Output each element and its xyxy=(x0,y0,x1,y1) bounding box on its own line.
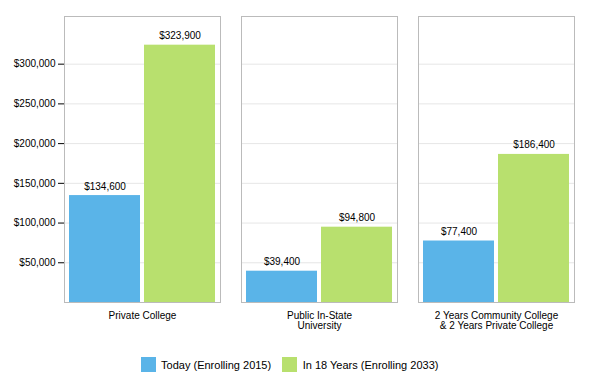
svg-text:$300,000: $300,000 xyxy=(14,58,56,69)
svg-text:$250,000: $250,000 xyxy=(14,98,56,109)
svg-text:2 Years Community College& 2 Y: 2 Years Community College& 2 Years Priva… xyxy=(435,310,559,331)
svg-text:$94,800: $94,800 xyxy=(339,212,376,223)
svg-text:$134,600: $134,600 xyxy=(84,181,126,192)
svg-text:$186,400: $186,400 xyxy=(513,139,555,150)
html-text:In 18 Years (Enrolling 2033): In 18 Years (Enrolling 2033) xyxy=(302,358,439,371)
svg-text:$100,000: $100,000 xyxy=(14,217,56,228)
svg-text:Private College: Private College xyxy=(109,310,177,321)
svg-text:$323,900: $323,900 xyxy=(159,30,201,41)
svg-text:$50,000: $50,000 xyxy=(19,257,56,268)
svg-text:$150,000: $150,000 xyxy=(14,178,56,189)
svg-text:$77,400: $77,400 xyxy=(441,226,478,237)
svg-text:$200,000: $200,000 xyxy=(14,138,56,149)
html-text:Today (Enrolling 2015): Today (Enrolling 2015) xyxy=(161,358,272,371)
svg-text:Public In-StateUniversity: Public In-StateUniversity xyxy=(287,310,352,331)
svg-text:$39,400: $39,400 xyxy=(264,256,301,267)
